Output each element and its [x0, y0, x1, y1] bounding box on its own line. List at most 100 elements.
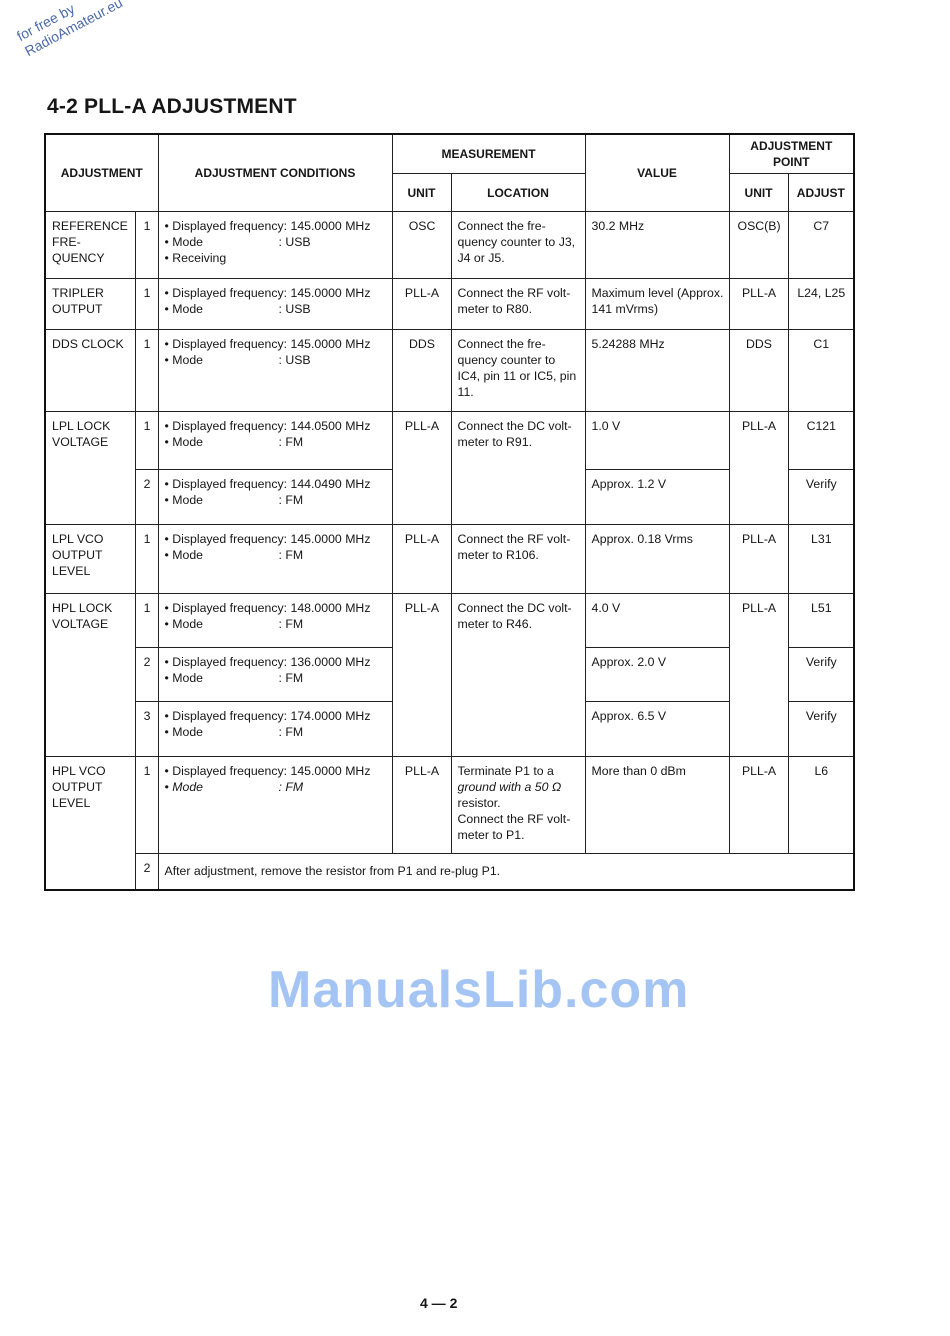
table-row: REFERENCE FRE- QUENCY 1 • Displayed freque…	[44, 211, 855, 279]
conditions: • Displayed frequency: 148.0000 MHz • Mod…	[157, 593, 393, 648]
value: Approx. 0.18 Vrms	[584, 524, 730, 594]
value: More than 0 dBm	[584, 756, 730, 854]
adjustment-name: LPL LOCK VOLTAGE	[44, 411, 136, 525]
header-adjustment: ADJUSTMENT	[44, 133, 159, 212]
table-row: LPL LOCK VOLTAGE 1 • Displayed frequency: …	[44, 411, 855, 525]
adjustment-unit: PLL-A	[728, 593, 789, 757]
displayed-frequency: • Displayed frequency: 145.0000 MHz	[164, 532, 371, 546]
table-row: HPL VCO OUTPUT LEVEL 1 • Displayed frequen…	[44, 756, 855, 890]
table-row: 2 • Displayed frequency: 144.0490 MHz • Mo…	[45, 469, 855, 525]
mode-value: : FM	[278, 435, 304, 449]
displayed-frequency: • Displayed frequency: 136.0000 MHz	[164, 655, 371, 669]
measurement-location: Connect the RF volt-meter to R80.	[450, 278, 586, 330]
table-row: HPL LOCK VOLTAGE 1 • Displayed frequency: …	[44, 593, 855, 757]
measurement-location: Connect the DC volt-meter to R46.	[450, 593, 586, 757]
location-line: Connect the RF volt-meter to P1.	[457, 812, 571, 842]
adjust-item: L6	[787, 756, 855, 854]
mode-value: : USB	[278, 353, 311, 367]
adjust-item: C1	[787, 329, 855, 412]
measurement-location: Connect the fre-quency counter to J3, J4…	[450, 211, 586, 279]
page-number: 4 — 2	[420, 1295, 458, 1311]
corner-watermark: for free by RadioAmateur.eu	[14, 0, 125, 60]
adjustment-name: LPL VCO OUTPUT LEVEL	[44, 524, 136, 594]
header-adjustment-point: ADJUSTMENT POINT	[728, 133, 855, 174]
mode-value: : USB	[278, 235, 311, 249]
measurement-unit: PLL-A	[391, 593, 452, 757]
value: 4.0 V	[584, 593, 730, 648]
adjust-item: L51	[787, 593, 855, 648]
adjustment-unit: OSC(B)	[728, 211, 789, 279]
step-number: 2	[134, 853, 159, 890]
page-title: 4-2 PLL-A ADJUSTMENT	[47, 95, 297, 118]
adjust-item: L24, L25	[787, 278, 855, 330]
measurement-location: Connect the RF volt-meter to R106.	[450, 524, 586, 594]
value: 30.2 MHz	[584, 211, 730, 279]
table-row: DDS CLOCK 1 • Displayed frequency: 145.000…	[44, 329, 855, 412]
location-line: ground with a 50 Ω	[457, 780, 562, 794]
step-number: 1	[134, 524, 159, 594]
mode-value: : FM	[278, 548, 304, 562]
adjustment-name: HPL VCO OUTPUT LEVEL	[44, 756, 136, 890]
conditions: • Displayed frequency: 145.0000 MHz • Mod…	[157, 211, 393, 279]
step-number: 1	[134, 211, 159, 279]
conditions: • Displayed frequency: 145.0000 MHz • Mod…	[157, 329, 393, 412]
mode-label: • Mode	[164, 302, 203, 316]
table-row: 3 • Displayed frequency: 174.0000 MHz • Mo…	[45, 701, 855, 757]
value: 5.24288 MHz	[584, 329, 730, 412]
displayed-frequency: • Displayed frequency: 145.0000 MHz	[164, 219, 371, 233]
adjustment-name: TRIPLER OUTPUT	[44, 278, 136, 330]
step-number: 1	[134, 593, 159, 648]
measurement-unit: PLL-A	[391, 756, 452, 854]
measurement-unit: DDS	[391, 329, 452, 412]
mode-value: : FM	[278, 493, 304, 507]
mode-value: : FM	[278, 725, 304, 739]
header-unit: UNIT	[391, 173, 452, 212]
adjustment-name: HPL LOCK VOLTAGE	[44, 593, 136, 757]
adjust-item: Verify	[787, 701, 855, 757]
mode-label: • Mode	[164, 780, 203, 794]
mode-label: • Mode	[164, 617, 203, 631]
step-number: 1	[134, 411, 159, 470]
header-adjust: ADJUST	[787, 173, 855, 212]
displayed-frequency: • Displayed frequency: 174.0000 MHz	[164, 709, 371, 723]
conditions: • Displayed frequency: 145.0000 MHz • Mod…	[157, 278, 393, 330]
mode-value: : FM	[278, 671, 304, 685]
conditions: • Displayed frequency: 144.0490 MHz • Mod…	[157, 469, 393, 525]
mode-label: • Mode	[164, 493, 203, 507]
adjustment-unit: DDS	[728, 329, 789, 412]
adjust-item: Verify	[787, 647, 855, 702]
value: Approx. 6.5 V	[584, 701, 730, 757]
header-location: LOCATION	[450, 173, 586, 212]
location-line: Terminate P1 to a	[457, 764, 554, 778]
displayed-frequency: • Displayed frequency: 145.0000 MHz	[164, 337, 371, 351]
value: Maximum level (Approx. 141 mVrms)	[584, 278, 730, 330]
displayed-frequency: • Displayed frequency: 145.0000 MHz	[164, 764, 371, 778]
adjustment-unit: PLL-A	[728, 411, 789, 525]
location-line: resistor.	[457, 796, 501, 810]
mode-label: • Mode	[164, 725, 203, 739]
measurement-location: Terminate P1 to a ground with a 50 Ω resis…	[450, 756, 586, 854]
mode-label: • Mode	[164, 353, 203, 367]
measurement-location: Connect the fre-quency counter to IC4, p…	[450, 329, 586, 412]
displayed-frequency: • Displayed frequency: 144.0490 MHz	[164, 477, 371, 491]
step-number: 2	[134, 647, 159, 702]
step-number: 1	[134, 329, 159, 412]
mode-value: : FM	[278, 780, 304, 794]
mode-value: : USB	[278, 302, 311, 316]
table-row: LPL VCO OUTPUT LEVEL 1 • Displayed frequen…	[44, 524, 855, 594]
adjustment-unit: PLL-A	[728, 278, 789, 330]
value: 1.0 V	[584, 411, 730, 470]
measurement-unit: PLL-A	[391, 278, 452, 330]
conditions: • Displayed frequency: 144.0500 MHz • Mod…	[157, 411, 393, 470]
displayed-frequency: • Displayed frequency: 144.0500 MHz	[164, 419, 371, 433]
displayed-frequency: • Displayed frequency: 145.0000 MHz	[164, 286, 371, 300]
step-number: 3	[134, 701, 159, 757]
adjustment-name: REFERENCE FRE- QUENCY	[44, 211, 136, 279]
mode-label: • Mode	[164, 548, 203, 562]
header-conditions: ADJUSTMENT CONDITIONS	[157, 133, 393, 212]
condition-extra: • Receiving	[164, 251, 227, 265]
step-number: 1	[134, 278, 159, 330]
adjustment-unit: PLL-A	[728, 524, 789, 594]
conditions: • Displayed frequency: 145.0000 MHz • Mod…	[157, 756, 393, 854]
displayed-frequency: • Displayed frequency: 148.0000 MHz	[164, 601, 371, 615]
